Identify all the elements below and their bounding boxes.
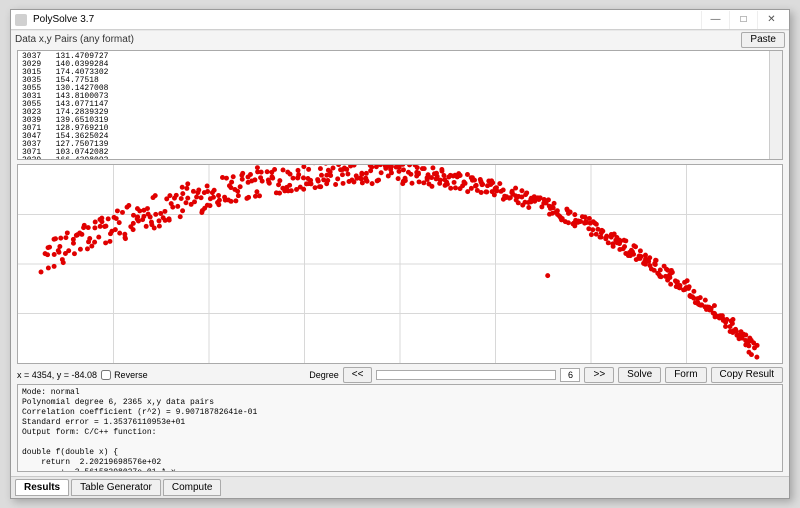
data-input-header: Data x,y Pairs (any format) Paste — [11, 30, 789, 48]
solve-button[interactable]: Solve — [618, 367, 661, 383]
degree-input[interactable] — [560, 368, 580, 382]
minimize-button[interactable]: — — [701, 11, 729, 29]
scatter-chart[interactable] — [17, 164, 783, 364]
window-title: PolySolve 3.7 — [33, 14, 701, 25]
degree-slider[interactable] — [376, 370, 556, 380]
paste-button[interactable]: Paste — [741, 32, 785, 48]
degree-decrement-button[interactable]: << — [343, 367, 373, 383]
app-window: PolySolve 3.7 — □ ✕ Data x,y Pairs (any … — [10, 9, 790, 499]
tab-results[interactable]: Results — [15, 479, 69, 496]
controls-row: x = 4354, y = -84.08 Reverse Degree << >… — [11, 366, 789, 384]
tab-compute[interactable]: Compute — [163, 479, 222, 496]
data-input-textarea[interactable]: 3037 131.4709727 3029 140.0399284 3015 1… — [17, 50, 783, 160]
form-button[interactable]: Form — [665, 367, 706, 383]
tab-table-generator[interactable]: Table Generator — [71, 479, 161, 496]
close-button[interactable]: ✕ — [757, 11, 785, 29]
tab-bar: Results Table Generator Compute — [11, 476, 789, 498]
reverse-label: Reverse — [114, 370, 148, 380]
degree-increment-button[interactable]: >> — [584, 367, 614, 383]
degree-label: Degree — [309, 370, 339, 380]
maximize-button[interactable]: □ — [729, 11, 757, 29]
cursor-coords: x = 4354, y = -84.08 — [17, 370, 97, 380]
titlebar[interactable]: PolySolve 3.7 — □ ✕ — [11, 10, 789, 30]
results-output[interactable]: Mode: normal Polynomial degree 6, 2365 x… — [17, 384, 783, 472]
copy-result-button[interactable]: Copy Result — [711, 367, 783, 383]
reverse-checkbox-input[interactable] — [101, 370, 111, 380]
app-icon — [15, 14, 27, 26]
reverse-checkbox[interactable]: Reverse — [101, 370, 148, 380]
data-input-label: Data x,y Pairs (any format) — [15, 34, 741, 45]
